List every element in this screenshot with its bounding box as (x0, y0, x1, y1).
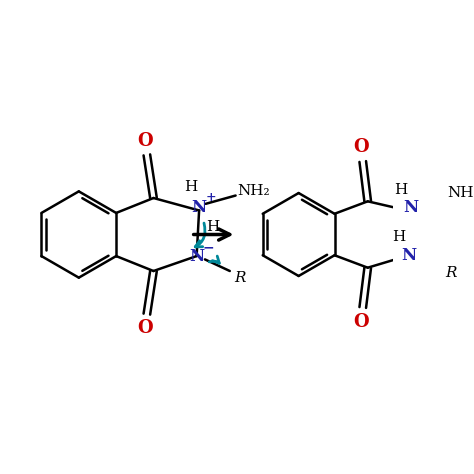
Text: NH₂: NH₂ (237, 183, 270, 198)
Text: N: N (189, 247, 204, 264)
Text: N: N (401, 247, 417, 264)
Text: R: R (234, 271, 246, 285)
Text: O: O (353, 313, 369, 330)
Text: H: H (184, 180, 198, 194)
Text: H: H (392, 230, 406, 244)
Text: +: + (205, 191, 216, 204)
Text: NH₂: NH₂ (447, 186, 474, 200)
Text: H: H (206, 219, 219, 234)
Text: −: − (202, 241, 214, 255)
Text: N: N (403, 200, 419, 217)
Text: O: O (137, 319, 153, 337)
Text: N: N (191, 199, 207, 216)
Text: O: O (353, 138, 369, 156)
Text: H: H (394, 182, 408, 197)
Text: R: R (445, 266, 456, 281)
Text: O: O (137, 132, 153, 150)
